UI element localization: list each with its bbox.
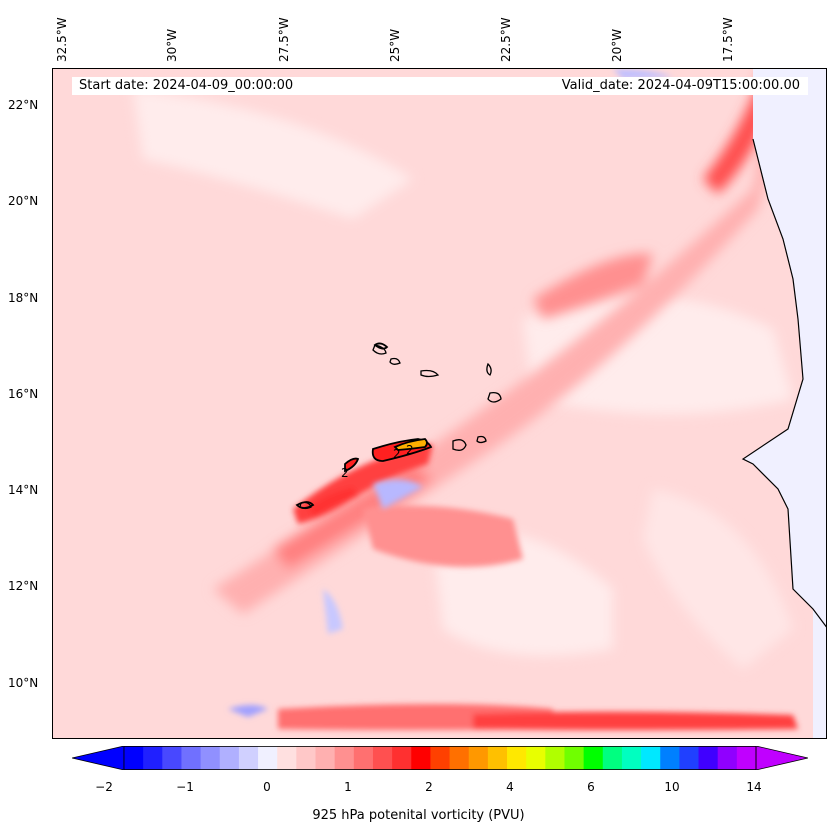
colorbar-segment	[315, 746, 336, 770]
colorbar-segment	[296, 746, 317, 770]
colorbar-segment	[507, 746, 527, 770]
colorbar-segment	[660, 746, 680, 770]
contour-label: 2	[393, 447, 401, 461]
lat-label: 18°N	[8, 291, 39, 305]
colorbar-border	[123, 746, 757, 770]
lon-label: 30°W	[165, 28, 179, 62]
colorbar-segment	[143, 746, 163, 770]
coastline	[741, 138, 826, 628]
lat-label: 20°N	[8, 194, 39, 208]
lat-label: 16°N	[8, 387, 39, 401]
colorbar-segment	[679, 746, 700, 770]
colorbar-segment	[411, 746, 431, 770]
colorbar-segment	[162, 746, 182, 770]
colorbar-segment	[698, 746, 719, 770]
pv-strong-zone	[278, 444, 798, 730]
lon-label: 20°W	[610, 28, 624, 62]
colorbar-segment	[717, 746, 738, 770]
lat-label: 12°N	[8, 579, 39, 593]
colorbar-segment	[526, 746, 546, 770]
colorbar-segment	[564, 746, 585, 770]
colorbar-title: 925 hPa potenital vorticity (PVU)	[312, 808, 525, 823]
lat-label: 10°N	[8, 676, 39, 690]
colorbar-tick-label: 14	[746, 780, 762, 794]
colorbar-tick-label: 4	[506, 780, 514, 794]
lat-label: 14°N	[8, 483, 39, 497]
colorbar-tick-label: 1	[344, 780, 352, 794]
lon-label: 17.5°W	[721, 17, 735, 62]
colorbar-segment	[258, 746, 278, 770]
colorbar-tick-label: −1	[176, 780, 194, 794]
colorbar-tick-label: 0	[263, 780, 271, 794]
colorbar-segment	[545, 746, 565, 770]
colorbar-segment	[334, 746, 355, 770]
colorbar-tick-label: −2	[95, 780, 113, 794]
colorbar-segment	[641, 746, 661, 770]
colorbar-segment	[602, 746, 623, 770]
colorbar-segment	[449, 746, 470, 770]
lat-label: 22°N	[8, 98, 39, 112]
pv-contours	[295, 342, 433, 509]
colorbar-segment	[468, 746, 489, 770]
colorbar-segment	[583, 746, 604, 770]
colorbar-segment	[372, 746, 393, 770]
contour-label: 2	[406, 443, 414, 457]
colorbar-segment	[238, 746, 259, 770]
header-band	[72, 77, 808, 95]
colorbar-segment	[124, 746, 144, 770]
colorbar-tick-label: 10	[664, 780, 680, 794]
pv-negative-patches	[228, 69, 673, 717]
colorbar-extend-low	[72, 746, 125, 770]
lon-label: 27.5°W	[277, 17, 291, 62]
colorbar-segment	[200, 746, 221, 770]
colorbar-segment	[219, 746, 240, 770]
colorbar-segment	[487, 746, 508, 770]
map-panel: 2 2 2	[52, 68, 827, 739]
colorbar-extend-high	[755, 746, 808, 770]
colorbar-segment	[353, 746, 374, 770]
colorbar-segment	[430, 746, 451, 770]
colorbar-segment	[736, 746, 757, 770]
lon-label: 32.5°W	[55, 17, 69, 62]
pv-field-map: 2 2 2	[53, 69, 826, 738]
colorbar-segment	[277, 746, 297, 770]
land-mass	[743, 69, 826, 738]
colorbar-tick-label: 6	[587, 780, 595, 794]
colorbar-segment	[392, 746, 412, 770]
lon-label: 22.5°W	[499, 17, 513, 62]
colorbar	[72, 746, 808, 770]
colorbar-tick-label: 2	[425, 780, 433, 794]
colorbar-segment	[181, 746, 202, 770]
contour-label: 2	[341, 466, 349, 480]
start-date-label: Start date: 2024-04-09_00:00:00	[79, 78, 294, 93]
valid-date-label: Valid_date: 2024-04-09T15:00:00.00	[561, 78, 800, 93]
colorbar-segment	[621, 746, 642, 770]
lon-label: 25°W	[388, 28, 402, 62]
